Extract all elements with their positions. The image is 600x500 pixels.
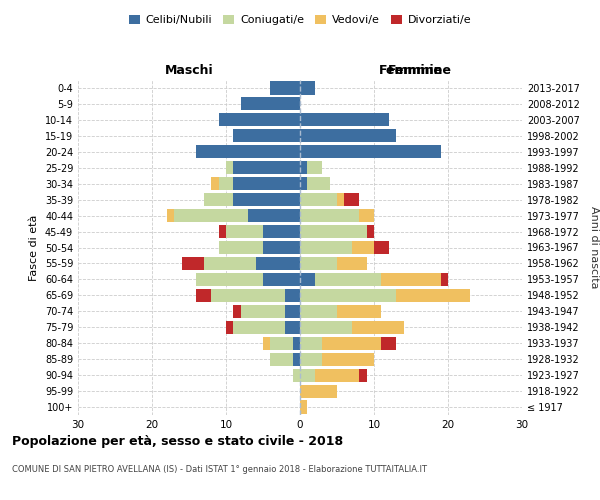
- Bar: [300, 82, 315, 94]
- Bar: [322, 352, 374, 366]
- Bar: [204, 257, 256, 270]
- Bar: [218, 177, 233, 190]
- Bar: [300, 241, 352, 254]
- Bar: [382, 336, 396, 350]
- Bar: [352, 320, 404, 334]
- Bar: [300, 193, 337, 206]
- Bar: [337, 193, 344, 206]
- Bar: [248, 209, 300, 222]
- Y-axis label: Anni di nascita: Anni di nascita: [589, 206, 599, 288]
- Bar: [218, 114, 300, 126]
- Bar: [300, 209, 359, 222]
- Bar: [233, 193, 300, 206]
- Bar: [233, 130, 300, 142]
- Bar: [359, 368, 367, 382]
- Bar: [322, 336, 382, 350]
- Bar: [167, 209, 174, 222]
- Bar: [233, 320, 285, 334]
- Bar: [300, 289, 396, 302]
- Bar: [352, 241, 374, 254]
- Bar: [307, 161, 322, 174]
- Bar: [300, 336, 322, 350]
- Bar: [271, 82, 300, 94]
- Bar: [300, 177, 307, 190]
- Bar: [233, 305, 241, 318]
- Bar: [300, 257, 337, 270]
- Bar: [226, 320, 233, 334]
- Bar: [300, 384, 337, 398]
- Bar: [241, 305, 285, 318]
- Bar: [300, 145, 440, 158]
- Bar: [300, 273, 315, 286]
- Bar: [263, 225, 300, 238]
- Bar: [263, 336, 271, 350]
- Bar: [396, 289, 470, 302]
- Legend: Celibi/Nubili, Coniugati/e, Vedovi/e, Divorziati/e: Celibi/Nubili, Coniugati/e, Vedovi/e, Di…: [124, 10, 476, 30]
- Bar: [211, 289, 285, 302]
- Bar: [226, 161, 233, 174]
- Bar: [256, 257, 300, 270]
- Bar: [300, 114, 389, 126]
- Bar: [300, 225, 367, 238]
- Bar: [300, 320, 352, 334]
- Bar: [315, 273, 382, 286]
- Bar: [382, 273, 440, 286]
- Bar: [233, 177, 300, 190]
- Bar: [174, 209, 248, 222]
- Y-axis label: Fasce di età: Fasce di età: [29, 214, 39, 280]
- Bar: [196, 273, 263, 286]
- Bar: [182, 257, 204, 270]
- Bar: [337, 257, 367, 270]
- Bar: [344, 193, 359, 206]
- Bar: [285, 320, 300, 334]
- Bar: [293, 336, 300, 350]
- Bar: [285, 289, 300, 302]
- Bar: [271, 336, 293, 350]
- Bar: [204, 193, 233, 206]
- Text: COMUNE DI SAN PIETRO AVELLANA (IS) - Dati ISTAT 1° gennaio 2018 - Elaborazione T: COMUNE DI SAN PIETRO AVELLANA (IS) - Dat…: [12, 465, 427, 474]
- Bar: [337, 305, 382, 318]
- Bar: [263, 273, 300, 286]
- Bar: [359, 209, 374, 222]
- Bar: [300, 305, 337, 318]
- Bar: [315, 368, 359, 382]
- Text: Popolazione per età, sesso e stato civile - 2018: Popolazione per età, sesso e stato civil…: [12, 435, 343, 448]
- Bar: [440, 273, 448, 286]
- Bar: [293, 368, 300, 382]
- Bar: [271, 352, 293, 366]
- Text: Maschi: Maschi: [164, 64, 214, 78]
- Text: Femmine: Femmine: [388, 64, 452, 76]
- Bar: [196, 145, 300, 158]
- Bar: [218, 241, 263, 254]
- Text: Femmine: Femmine: [379, 64, 443, 78]
- Bar: [300, 130, 396, 142]
- Bar: [300, 400, 307, 413]
- Bar: [307, 177, 329, 190]
- Bar: [196, 289, 211, 302]
- Bar: [300, 368, 315, 382]
- Bar: [218, 225, 226, 238]
- Bar: [300, 352, 322, 366]
- Bar: [226, 225, 263, 238]
- Bar: [300, 161, 307, 174]
- Bar: [233, 161, 300, 174]
- Bar: [241, 98, 300, 110]
- Bar: [285, 305, 300, 318]
- Bar: [374, 241, 389, 254]
- Bar: [263, 241, 300, 254]
- Bar: [211, 177, 218, 190]
- Bar: [367, 225, 374, 238]
- Bar: [293, 352, 300, 366]
